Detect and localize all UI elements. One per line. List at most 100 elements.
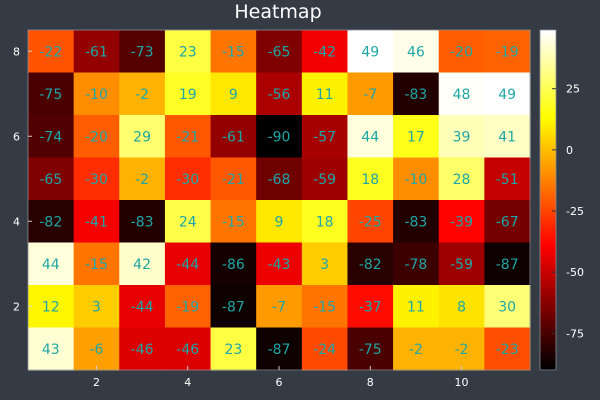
colorbar-segment	[540, 185, 556, 190]
cell-value-label: -30	[85, 172, 108, 188]
heatmap-cell	[210, 72, 257, 116]
heatmap-cell	[393, 72, 440, 116]
colorbar-segment	[540, 279, 556, 283]
colorbar-segment	[540, 180, 556, 184]
y-tick-label: 4	[13, 215, 20, 228]
heatmap-cell	[28, 285, 75, 329]
cell-value-label: -87	[496, 257, 519, 273]
heatmap-cell	[73, 72, 120, 116]
colorbar-segment	[540, 126, 556, 130]
colorbar-segment	[540, 140, 556, 144]
cell-value-label: -23	[496, 342, 519, 358]
colorbar-segment	[540, 350, 556, 354]
x-tick-label: 2	[93, 376, 100, 389]
cell-value-label: -19	[176, 299, 199, 315]
heatmap-cell	[73, 157, 120, 201]
cell-value-label: 3	[92, 299, 101, 315]
colorbar-segment	[540, 302, 556, 306]
heatmap-cell	[256, 72, 303, 116]
cell-value-label: -37	[359, 299, 382, 315]
colorbar: -75 -50 -25 0 25	[539, 29, 584, 371]
colorbar-tick-label: -50	[566, 266, 584, 279]
heatmap-cells	[28, 30, 531, 371]
colorbar-segment	[540, 66, 556, 71]
cell-value-label: -20	[85, 129, 108, 145]
colorbar-segment	[540, 112, 556, 116]
colorbar-tick-label: 0	[566, 144, 573, 157]
cell-value-label: 8	[457, 299, 466, 315]
cell-value-label: 48	[453, 87, 471, 103]
heatmap-cell	[347, 157, 394, 201]
heatmap-cell	[73, 327, 120, 371]
cell-value-label: -82	[359, 257, 382, 273]
heatmap-cell	[210, 200, 257, 244]
heatmap-cell	[73, 30, 120, 74]
colorbar-segment	[540, 194, 556, 198]
colorbar-segment	[540, 123, 556, 127]
heatmap-cell	[164, 72, 212, 116]
y-tick-label: 2	[13, 300, 20, 313]
cell-value-label: -75	[359, 342, 382, 358]
cell-value-label: 28	[453, 172, 471, 188]
heatmap-cell	[28, 242, 75, 286]
colorbar-segment	[540, 344, 556, 348]
heatmap-cell	[210, 157, 257, 201]
heatmap-cell	[256, 285, 303, 329]
cell-value-label: -65	[39, 172, 62, 188]
heatmap-cell	[438, 327, 485, 371]
colorbar-segment	[540, 137, 556, 142]
colorbar-segment	[540, 259, 556, 263]
cell-value-label: -51	[496, 172, 519, 188]
colorbar-segment	[540, 89, 556, 93]
colorbar-segment	[540, 154, 556, 159]
cell-value-label: -19	[496, 44, 519, 60]
cell-value-label: -25	[359, 214, 382, 230]
cell-value-label: 23	[179, 44, 197, 60]
colorbar-segment	[540, 310, 556, 314]
colorbar-segment	[540, 86, 556, 91]
heatmap-cell	[438, 242, 485, 286]
heatmap-cell	[484, 327, 531, 371]
colorbar-segment	[540, 239, 556, 244]
cell-value-label: -65	[268, 44, 291, 60]
colorbar-tick-label: -25	[566, 205, 584, 218]
cell-value-label: -67	[496, 214, 519, 230]
cell-value-label: -15	[222, 44, 245, 60]
heatmap-cell	[164, 285, 212, 329]
heatmap-cell	[301, 72, 349, 116]
colorbar-segment	[540, 253, 556, 258]
heatmap-cell	[119, 157, 166, 201]
heatmap-cell	[484, 157, 531, 201]
cell-value-label: -6	[89, 342, 103, 358]
cell-value-label: -7	[272, 299, 286, 315]
colorbar-segment	[540, 120, 556, 125]
heatmap-cell	[301, 30, 349, 74]
cell-value-label: 18	[316, 214, 334, 230]
cell-value-label: 9	[229, 87, 238, 103]
heatmap-cell	[164, 157, 212, 201]
colorbar-segment	[540, 341, 556, 346]
cell-value-label: -86	[222, 257, 245, 273]
heatmap-cell	[301, 327, 349, 371]
colorbar-segment	[540, 361, 556, 365]
cell-value-label: -43	[268, 257, 291, 273]
cell-value-label: 49	[498, 87, 516, 103]
colorbar-segment	[540, 134, 556, 139]
colorbar-segment	[540, 319, 556, 323]
colorbar-segment	[540, 64, 556, 68]
colorbar-segment	[540, 115, 556, 119]
cell-value-label: -20	[450, 44, 473, 60]
cell-value-label: 42	[133, 257, 151, 273]
colorbar-segment	[540, 30, 556, 34]
y-tick-label: 8	[13, 45, 20, 58]
cell-value-label: -30	[176, 172, 199, 188]
cell-value-label: 44	[361, 129, 379, 145]
heatmap-cell	[210, 242, 257, 286]
cell-value-label: -24	[313, 342, 336, 358]
heatmap-cell	[256, 157, 303, 201]
heatmap-cell	[73, 115, 120, 159]
heatmap-cell	[256, 242, 303, 286]
heatmap-cell	[73, 242, 120, 286]
heatmap-cell	[28, 200, 75, 244]
heatmap-cell	[119, 115, 166, 159]
